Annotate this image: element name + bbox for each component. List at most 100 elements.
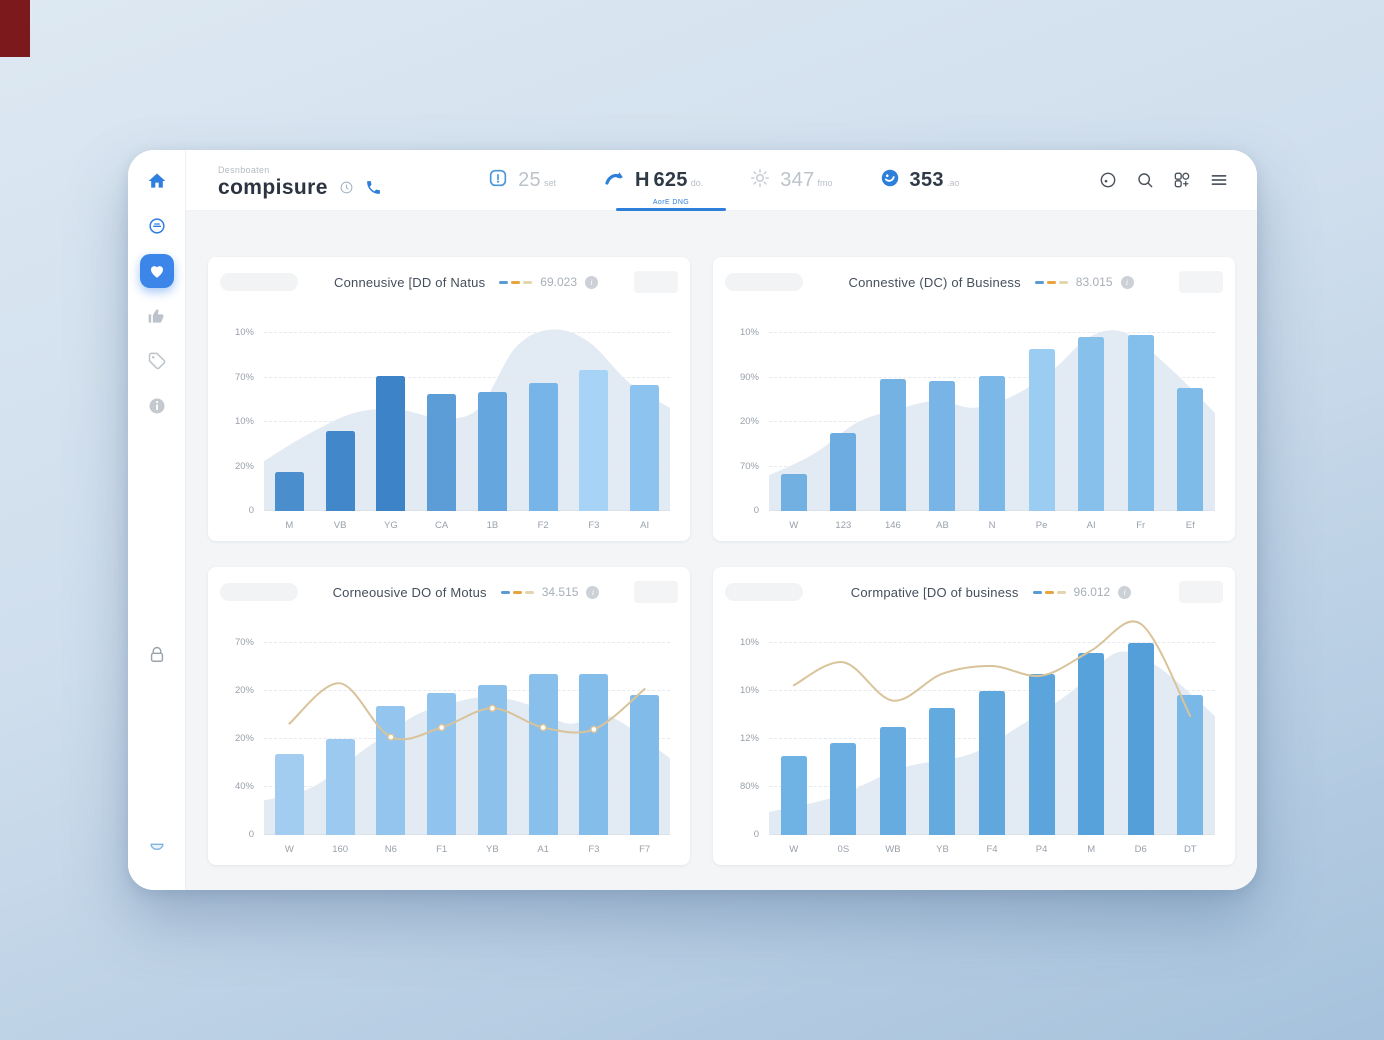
bar[interactable] [376,375,406,511]
app-window: Desnboaten compisure 25 set H 625 do. AorE … [128,150,1257,890]
bar[interactable] [879,379,906,511]
gridline [264,690,670,691]
bar[interactable] [979,691,1005,835]
active-tab-label: AorE DNG [652,198,690,206]
y-tick-label: 10% [739,327,759,338]
heart-icon [148,262,166,280]
clock-icon[interactable] [339,180,354,195]
area-silhouette [264,329,670,511]
legend-dash [1044,590,1054,594]
bar[interactable] [427,393,457,511]
bar[interactable] [1127,643,1154,835]
bar[interactable] [830,432,857,511]
stat-prefix: H [635,168,650,191]
sidebar-item-favorites[interactable] [139,254,174,288]
search-icon[interactable] [1135,170,1155,190]
bar[interactable] [1078,652,1105,835]
cards-grid: Conneusive [DD of Natus 69.023 i 0 20% 10%… [208,257,1235,865]
legend-dash [1058,280,1068,284]
sidebar-item-likes[interactable] [140,299,174,333]
y-tick-label: 10% [234,327,254,338]
bar[interactable] [325,430,355,511]
trend-line [288,682,646,741]
card-title: Cormpative [DO of business [850,584,1019,600]
info-icon[interactable]: i [1120,275,1134,289]
x-tick-label: D6 [1134,844,1147,855]
bar[interactable] [630,694,660,835]
bar[interactable] [1177,694,1204,835]
bar[interactable] [780,473,807,511]
card-skeleton-pill [220,273,298,291]
bar[interactable] [325,739,355,835]
bar[interactable] [979,375,1005,511]
sidebar-item-badge[interactable] [140,209,174,243]
y-tick-label: 0 [248,505,254,516]
x-tick-label: YB [486,844,499,855]
bar[interactable] [528,673,558,835]
bar[interactable] [274,754,304,835]
chart-card: Connestive (DC) of Business 83.015 i 0 70… [713,257,1235,541]
sidebar-item-home[interactable] [140,164,174,198]
bar[interactable] [879,727,906,835]
bar[interactable] [477,391,507,511]
sidebar-item-info[interactable] [140,389,174,423]
bar[interactable] [1028,673,1055,835]
stat-daily[interactable]: 347 fmo [749,150,833,211]
gridline [264,332,670,333]
stat-active-tab[interactable]: H 625 do. AorE DNG [602,150,726,211]
card-menu-button[interactable] [1178,271,1223,293]
bar[interactable] [780,756,807,835]
x-tick-label: 160 [332,844,349,855]
stat-sessions[interactable]: 25 set [487,150,556,211]
plot-area [264,619,670,835]
card-menu-button[interactable] [634,581,678,603]
card-skeleton-pill [220,583,298,601]
y-axis: 0 20% 10% 70% 10% [222,309,264,516]
menu-icon[interactable] [1209,170,1229,190]
plot-area [264,309,670,511]
phone-icon[interactable] [365,179,382,196]
bar[interactable] [376,706,406,835]
info-icon[interactable]: i [1118,585,1132,599]
stat-unit: fmo [817,177,833,188]
stat-total[interactable]: 353 .ao [879,150,959,211]
y-tick-label: 0 [753,829,759,840]
assistant-icon[interactable] [1098,170,1118,190]
bar[interactable] [274,471,304,511]
bar[interactable] [830,742,857,835]
card-menu-button[interactable] [634,271,678,293]
card-title: Corneousive DO of Motus [332,584,487,600]
info-icon[interactable]: i [586,585,600,599]
bar[interactable] [630,384,660,511]
x-tick-label: M [285,520,294,531]
legend-dash [499,280,509,284]
y-tick-label: 20% [739,416,759,427]
header-right-icons [1098,170,1229,190]
bar[interactable] [579,370,609,511]
gridline [769,332,1215,333]
y-tick-label: 10% [739,685,759,696]
bar[interactable] [528,382,558,511]
info-icon[interactable]: i [585,275,598,289]
x-tick-label: M [1087,844,1096,855]
sidebar-item-lock[interactable] [140,638,174,672]
card-menu-button[interactable] [1179,581,1223,603]
bar[interactable] [929,708,956,835]
bar[interactable] [427,692,457,835]
apps-icon[interactable] [1172,170,1192,190]
bar[interactable] [1078,336,1105,511]
bar[interactable] [929,381,956,511]
sidebar-item-tray[interactable] [140,829,174,863]
bar[interactable] [579,673,609,835]
x-tick-label: 123 [835,520,852,531]
y-tick-label: 10% [739,637,759,648]
sidebar-item-tags[interactable] [140,344,174,378]
y-tick-label: 20% [234,685,254,696]
bar[interactable] [1028,349,1055,511]
header-eyebrow: Desnboaten [218,164,270,175]
plot-area [769,619,1215,835]
bar[interactable] [1127,334,1154,511]
bar[interactable] [1177,388,1204,511]
legend-dash [1056,590,1066,594]
y-tick-label: 12% [739,733,759,744]
